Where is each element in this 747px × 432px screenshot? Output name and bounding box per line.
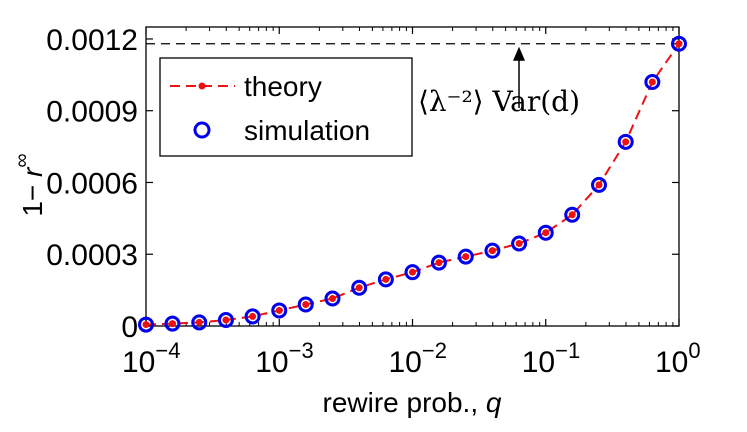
simulation-point	[484, 242, 501, 259]
simulation-point	[430, 254, 447, 271]
theory-point	[488, 247, 496, 255]
simulation-point	[617, 133, 634, 150]
theory-point	[595, 181, 603, 189]
y-tick-label: 0	[121, 311, 138, 344]
simulation-point	[591, 176, 608, 193]
x-tick-label: 10−4	[122, 338, 180, 379]
theory-point	[168, 320, 176, 328]
simulation-point	[404, 264, 421, 281]
x-tick-label: 100	[655, 338, 701, 379]
simulation-point	[138, 316, 154, 333]
simulation-point	[377, 271, 394, 288]
simulation-point	[324, 290, 341, 307]
simulation-point	[217, 312, 234, 329]
theory-point	[355, 284, 363, 292]
theory-point	[275, 306, 283, 314]
simulation-point	[644, 74, 661, 91]
legend-simulation-marker	[193, 121, 211, 139]
y-axis-label: 1− r∞	[11, 153, 48, 216]
x-axis-label: rewire prob., q	[323, 387, 502, 418]
y-tick-label: 0.0006	[46, 167, 138, 200]
theory-point	[222, 316, 230, 324]
theory-point	[435, 259, 443, 267]
theory-point	[568, 211, 576, 219]
simulation-point	[351, 279, 368, 296]
series-layer	[138, 35, 687, 333]
x-tick-label: 10−1	[522, 338, 580, 379]
simulation-point	[297, 296, 314, 313]
legend-theory-marker	[198, 82, 206, 90]
theory-point	[249, 312, 257, 320]
theory-point	[409, 268, 416, 276]
reference-annotation: ⟨λ⁻²⟩ Var(d)	[418, 85, 580, 118]
simulation-point	[564, 206, 581, 223]
theory-point	[648, 78, 656, 86]
theory-point	[622, 138, 630, 146]
simulation-point	[271, 302, 288, 319]
simulation-point	[191, 314, 208, 331]
theory-point	[462, 253, 470, 261]
theory-point	[302, 300, 310, 308]
y-tick-label: 0.0012	[46, 24, 138, 57]
theory-point	[329, 294, 337, 302]
simulation-point	[511, 235, 528, 252]
legend: theory simulation	[159, 57, 413, 157]
x-tick-label: 10−2	[389, 338, 447, 379]
theory-point	[675, 40, 683, 48]
theory-point	[382, 275, 390, 283]
legend-simulation-label: simulation	[244, 115, 370, 146]
simulation-point	[244, 308, 261, 325]
simulation-point	[671, 35, 687, 52]
theory-point	[195, 318, 203, 326]
theory-point	[142, 321, 150, 329]
y-axis-ticks: 0 0.0003 0.0006 0.0009 0.0012	[46, 24, 679, 344]
y-tick-label: 0.0003	[46, 239, 138, 272]
y-tick-label: 0.0009	[46, 96, 138, 129]
simulation-point	[164, 315, 181, 332]
x-tick-label: 10−3	[255, 338, 313, 379]
annotation-arrow-head	[513, 46, 526, 61]
theory-point	[515, 239, 523, 247]
simulation-point	[457, 248, 474, 265]
theory-point	[542, 229, 550, 237]
legend-box	[159, 57, 413, 157]
legend-theory-label: theory	[244, 71, 322, 102]
simulation-point	[537, 224, 554, 241]
x-axis-ticks: 10−4 10−3 10−2 10−1 100	[122, 27, 701, 379]
